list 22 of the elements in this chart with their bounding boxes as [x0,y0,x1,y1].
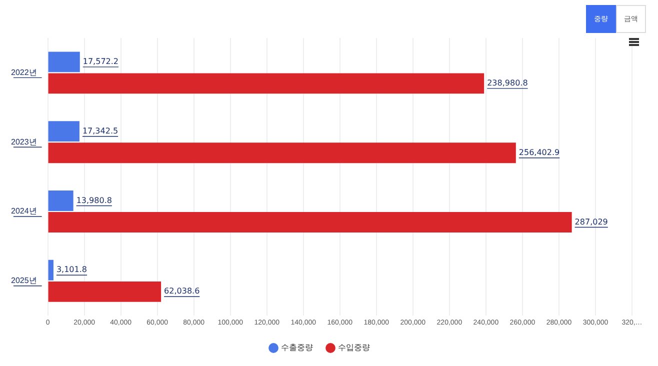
bar [48,121,80,142]
y-tick-label: 2022년 [11,68,37,77]
data-label: 287,029 [574,217,608,226]
data-label: 62,038.6 [164,286,200,296]
legend-label: 수입중량 [338,343,370,352]
data-label: 13,980.8 [76,196,112,205]
bar [48,212,572,232]
data-label: 17,572.2 [82,57,118,66]
bar [48,52,80,72]
y-tick-label: 2023년 [11,137,37,146]
bar [48,142,516,164]
data-label: 256,402.9 [518,148,560,157]
y-tick-label: 2025년 [11,276,37,286]
data-label: 238,980.8 [487,78,528,88]
bar [48,190,74,211]
legend-label: 수출중량 [281,343,313,352]
bar [48,281,162,302]
data-label: 3,101.8 [56,265,88,274]
y-tick-label: 2024년 [11,206,37,216]
bar [48,73,484,94]
bar [48,260,54,280]
data-label: 17,342.5 [82,126,118,136]
